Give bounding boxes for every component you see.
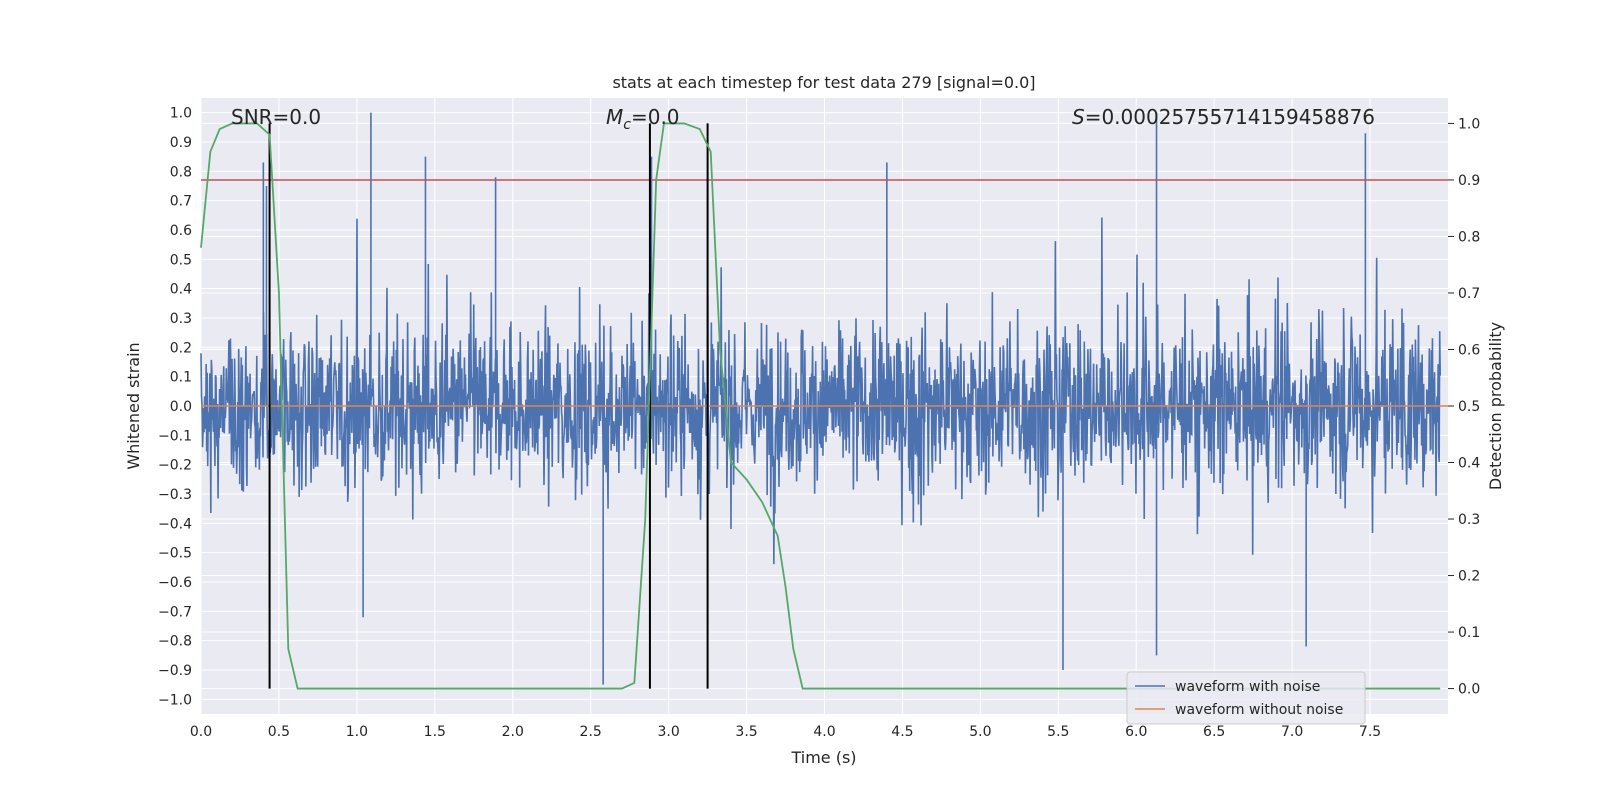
y-tick-label: −0.2 [158, 458, 192, 474]
y2-tick-label: 0.3 [1458, 512, 1480, 528]
legend-label-clean: waveform without noise [1175, 702, 1343, 718]
x-tick-label: 5.5 [1047, 724, 1069, 740]
x-tick-label: 6.0 [1125, 724, 1147, 740]
x-tick-label: 4.5 [891, 724, 913, 740]
y2-tick-label: 0.1 [1458, 625, 1480, 641]
snr-annotation: SNR=0.0 [231, 105, 321, 129]
y-tick-label: 0.9 [170, 135, 192, 151]
x-tick-label: 7.0 [1281, 724, 1303, 740]
y-tick-label: −1.0 [158, 692, 192, 708]
y-tick-label: 0.7 [170, 194, 192, 210]
x-tick-label: 4.0 [813, 724, 835, 740]
chirp-mass-value: =0.0 [631, 105, 680, 129]
x-tick-label: 0.5 [268, 724, 290, 740]
line-series [200, 122, 1448, 690]
x-tick-label: 2.5 [580, 724, 602, 740]
y2-tick-label: 0.7 [1458, 286, 1480, 302]
detection-probability-line [200, 122, 1441, 690]
x-tick-label: 3.0 [657, 724, 679, 740]
x-tick-label: 5.0 [969, 724, 991, 740]
x-tick-label: 2.0 [502, 724, 524, 740]
y-tick-label: −0.5 [158, 546, 192, 562]
chirp-mass-annotation: Mc=0.0 [606, 105, 680, 133]
s-value: =0.0002575571415945887​6 [1085, 105, 1375, 129]
x-axis-label: Time (s) [790, 748, 856, 767]
y-tick-label: 0.2 [170, 340, 192, 356]
legend: waveform with noise waveform without noi… [1126, 671, 1366, 725]
y-tick-label: −0.7 [158, 604, 192, 620]
y-tick-label: −0.1 [158, 428, 192, 444]
s-annotation: S=0.0002575571415945887​6 [1072, 105, 1375, 129]
x-tick-label: 6.5 [1203, 724, 1225, 740]
y-tick-label: −0.6 [158, 575, 192, 591]
y2-tick-label: 1.0 [1458, 116, 1480, 132]
x-tick-label: 1.5 [424, 724, 446, 740]
chart-title: stats at each timestep for test data 279… [612, 73, 1035, 92]
y-tick-label: 0.8 [170, 164, 192, 180]
y-axis-label: Whitened strain [124, 342, 143, 469]
y-tick-label: 0.6 [170, 223, 192, 239]
y-tick-label: 1.0 [170, 106, 192, 122]
y2-tick-label: 0.0 [1458, 682, 1480, 698]
y2-tick-label: 0.9 [1458, 173, 1480, 189]
x-tick-label: 3.5 [735, 724, 757, 740]
chirp-mass-subscript: c [623, 117, 631, 133]
legend-box [1126, 671, 1366, 725]
x-tick-label: 7.5 [1359, 724, 1381, 740]
y-tick-label: −0.8 [158, 634, 192, 650]
y2-tick-label: 0.5 [1458, 399, 1480, 415]
y-tick-label: 0.3 [170, 311, 192, 327]
y-tick-label: 0.4 [170, 282, 192, 298]
x-tick-label: 1.0 [346, 724, 368, 740]
x-tick-label: 0.0 [190, 724, 212, 740]
y2-tick-label: 0.8 [1458, 229, 1480, 245]
y2-tick-label: 0.2 [1458, 569, 1480, 585]
y2-axis-label: Detection probability [1486, 322, 1505, 490]
y2-tick-label: 0.6 [1458, 342, 1480, 358]
legend-label-noise: waveform with noise [1175, 679, 1320, 695]
chirp-mass-symbol: M [606, 105, 623, 129]
axis-ticks: 0.0 0.5 1.0 1.5 2.0 2.5 3.0 3.5 4.0 4.5 5.0 5.5 6.0 6… [158, 106, 1480, 740]
y-tick-label: 0.5 [170, 252, 192, 268]
y-tick-label: 0.1 [170, 370, 192, 386]
y-tick-label: −0.4 [158, 516, 192, 532]
y-tick-label: −0.9 [158, 663, 192, 679]
y-tick-label: 0.0 [170, 399, 192, 415]
s-symbol: S [1072, 105, 1085, 129]
y-tick-label: −0.3 [158, 487, 192, 503]
noise-waveform-line [200, 217, 1442, 565]
y2-tick-label: 0.4 [1458, 456, 1480, 472]
